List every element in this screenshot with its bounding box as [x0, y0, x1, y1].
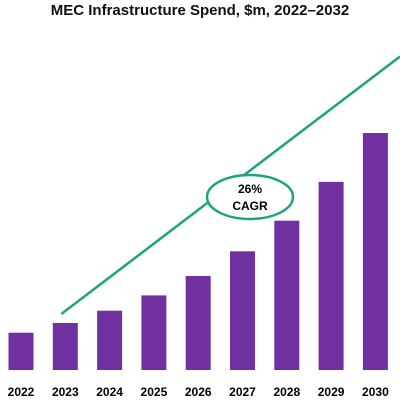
- bar-2030: [362, 133, 388, 370]
- bar-2025: [141, 295, 167, 370]
- chart-title: MEC Infrastructure Spend, $m, 2022–2032: [50, 2, 350, 19]
- bar-2023: [52, 323, 78, 370]
- cagr-annotation: 26% CAGR: [205, 173, 295, 221]
- bar-2026: [185, 276, 211, 370]
- x-tick-label-2027: 2027: [229, 385, 256, 399]
- cagr-label: CAGR: [232, 199, 268, 213]
- bars-layer: [8, 133, 388, 370]
- cagr-ellipse: [205, 173, 295, 221]
- x-tick-label-2026: 2026: [185, 385, 212, 399]
- x-tick-label-2028: 2028: [273, 385, 300, 399]
- bar-2024: [97, 310, 123, 370]
- x-tick-label-2022: 2022: [8, 385, 35, 399]
- x-tick-label-2023: 2023: [52, 385, 79, 399]
- x-axis-labels: 2022 2023 2024 2025 2026 2027 2028 2029 2030: [8, 385, 389, 399]
- x-tick-label-2029: 2029: [318, 385, 345, 399]
- bar-2028: [274, 220, 300, 370]
- bar-2022: [8, 332, 34, 370]
- bar-2027: [230, 251, 255, 370]
- cagr-percent: 26%: [238, 182, 262, 196]
- x-tick-label-2030: 2030: [362, 385, 389, 399]
- bar-2029: [318, 181, 344, 370]
- x-tick-label-2025: 2025: [141, 385, 168, 399]
- x-tick-label-2024: 2024: [96, 385, 123, 399]
